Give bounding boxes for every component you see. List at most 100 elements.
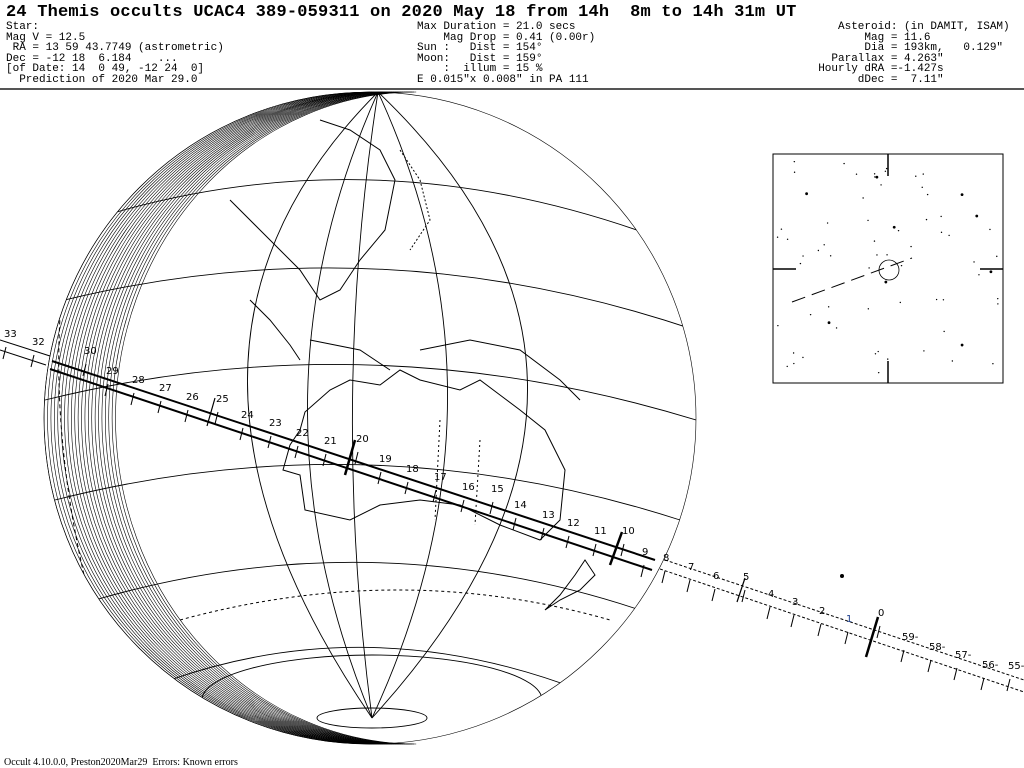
path-tick	[741, 589, 746, 603]
inset-star	[997, 303, 999, 305]
inset-star	[886, 254, 888, 256]
path-tick	[980, 677, 985, 691]
path-tick	[354, 451, 359, 465]
star-field-inset	[772, 153, 1004, 384]
inset-star	[793, 171, 796, 173]
path-time-label: 55-	[1008, 661, 1024, 672]
path-time-label: 22	[296, 428, 309, 439]
inset-star	[948, 234, 950, 237]
path-tick	[82, 363, 87, 377]
path-time-label: 24	[241, 410, 254, 421]
inset-star	[867, 219, 869, 222]
path-time-label: 57-	[955, 650, 972, 661]
path-time-label: 21	[324, 436, 337, 447]
inset-star	[877, 350, 879, 353]
inset-star	[925, 218, 928, 221]
path-time-label: 4	[768, 589, 774, 600]
path-tick	[104, 383, 109, 397]
path-tick	[184, 409, 189, 423]
path-time-label: 23	[269, 418, 282, 429]
inset-star	[777, 324, 779, 327]
path-time-label: 0	[878, 608, 884, 619]
inset-star	[875, 175, 879, 179]
path-time-label: 25	[216, 394, 229, 405]
path-tick	[130, 392, 135, 406]
path-time-label: 5	[743, 572, 749, 583]
inset-star	[786, 238, 789, 240]
path-time-label: 10	[622, 526, 635, 537]
asteroid-info: Asteroid: (in DAMIT, ISAM) Mag = 11.6 Di…	[805, 21, 1010, 86]
inset-star	[943, 330, 945, 333]
inset-star	[786, 365, 788, 368]
inset-star	[940, 231, 943, 234]
path-tick	[267, 435, 272, 449]
path-tick	[661, 570, 666, 584]
inset-star	[989, 228, 991, 231]
star-line: Mag V = 12.5	[6, 31, 86, 44]
inset-star	[942, 299, 945, 301]
inset-star	[910, 245, 912, 248]
inset-star	[855, 173, 858, 175]
path-time-label: 28	[132, 375, 145, 386]
inset-star	[823, 244, 825, 246]
inset-star	[873, 173, 876, 175]
path-time-label: 2	[819, 606, 825, 617]
inset-star	[960, 343, 964, 347]
path-tick	[790, 614, 795, 628]
path-tick	[766, 606, 771, 620]
path-time-label: 56-	[982, 660, 999, 671]
inset-star	[867, 308, 870, 310]
star-line: Star:	[6, 21, 40, 33]
path-tick	[565, 535, 570, 549]
path-tick	[460, 499, 465, 513]
path-time-label: 26	[186, 392, 199, 403]
inset-star	[960, 193, 964, 197]
inset-star	[885, 167, 888, 170]
inset-star	[862, 197, 864, 199]
path-time-label: 33	[4, 329, 17, 340]
path-time-label: 59-	[902, 632, 919, 643]
path-time-label: 16	[462, 482, 475, 493]
path-time-label: 1	[846, 614, 852, 625]
path-tick	[620, 543, 625, 557]
inset-star	[973, 261, 975, 263]
inset-star	[868, 267, 870, 269]
inset-star	[809, 313, 812, 316]
inset-star	[827, 321, 831, 325]
inset-star	[793, 362, 795, 365]
globe-limb	[43, 91, 697, 745]
inset-star	[829, 255, 832, 257]
occultation-path	[0, 339, 1024, 693]
path-tick	[239, 427, 244, 441]
event-line: Max Duration = 21.0 secs	[417, 21, 576, 33]
asteroid-line: Asteroid: (in DAMIT, ISAM)	[805, 21, 1010, 33]
inset-star	[899, 301, 902, 304]
inset-star	[877, 371, 880, 374]
path-tick	[512, 517, 517, 531]
inset-star	[992, 362, 994, 365]
inset-star	[793, 160, 796, 163]
path-tick	[294, 445, 299, 459]
inset-star	[926, 193, 929, 196]
inset-star	[897, 229, 900, 232]
path-tick	[432, 489, 437, 503]
inset-star	[776, 236, 779, 238]
path-time-label: 29	[106, 366, 119, 377]
inset-star	[892, 225, 896, 229]
path-tick	[640, 564, 645, 578]
inset-star	[940, 215, 942, 218]
path-time-label: 18	[406, 464, 419, 475]
star-line: RA = 13 59 43.7749 (astrometric)	[6, 42, 224, 54]
header-divider	[0, 88, 1024, 90]
star-info: Star: Mag V = 12.5 RA = 13 59 43.7749 (as…	[6, 22, 224, 85]
path-tick	[214, 411, 219, 425]
path-tick	[540, 527, 545, 541]
asteroid-line: Hourly dRA =-1.427s	[805, 63, 944, 75]
asteroid-line: dDec = 7.11"	[805, 73, 944, 86]
path-time-label: 32	[32, 337, 45, 348]
inset-star	[915, 175, 917, 177]
event-line: Mag Drop = 0.41 (0.00r)	[417, 31, 596, 44]
path-tick	[377, 471, 382, 485]
path-time-label: 14	[514, 500, 527, 511]
